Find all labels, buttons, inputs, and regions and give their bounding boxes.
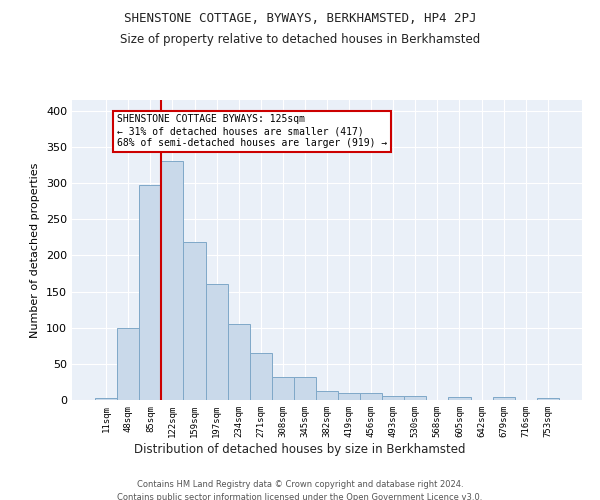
Bar — [206, 284, 227, 400]
Bar — [382, 396, 404, 400]
Bar — [95, 398, 117, 400]
Bar — [250, 353, 272, 400]
Bar — [139, 186, 161, 400]
Bar — [360, 393, 382, 400]
Bar — [404, 396, 427, 400]
Bar — [448, 397, 470, 400]
Bar — [493, 397, 515, 400]
Text: Distribution of detached houses by size in Berkhamsted: Distribution of detached houses by size … — [134, 442, 466, 456]
Bar — [227, 324, 250, 400]
Bar — [537, 398, 559, 400]
Bar — [117, 328, 139, 400]
Text: Contains HM Land Registry data © Crown copyright and database right 2024.
Contai: Contains HM Land Registry data © Crown c… — [118, 480, 482, 500]
Bar — [316, 390, 338, 400]
Bar — [272, 377, 294, 400]
Bar — [294, 377, 316, 400]
Text: SHENSTONE COTTAGE, BYWAYS, BERKHAMSTED, HP4 2PJ: SHENSTONE COTTAGE, BYWAYS, BERKHAMSTED, … — [124, 12, 476, 26]
Text: Size of property relative to detached houses in Berkhamsted: Size of property relative to detached ho… — [120, 32, 480, 46]
Bar — [338, 393, 360, 400]
Text: SHENSTONE COTTAGE BYWAYS: 125sqm
← 31% of detached houses are smaller (417)
68% : SHENSTONE COTTAGE BYWAYS: 125sqm ← 31% o… — [117, 114, 388, 148]
Bar — [184, 242, 206, 400]
Bar — [161, 162, 184, 400]
Y-axis label: Number of detached properties: Number of detached properties — [31, 162, 40, 338]
